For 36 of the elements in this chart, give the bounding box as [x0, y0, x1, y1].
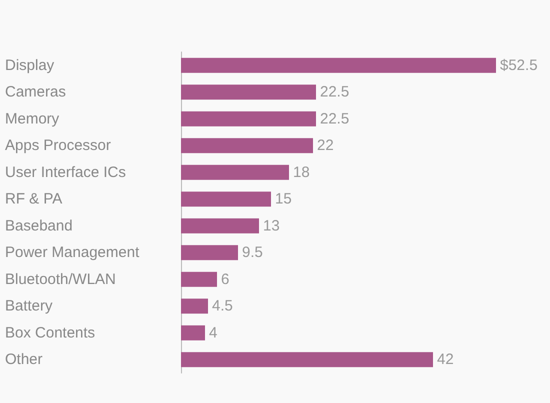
data-label: 4.5 — [212, 298, 233, 315]
y-tick-label: Cameras — [5, 84, 66, 101]
data-label: 22 — [317, 137, 334, 154]
bar — [181, 325, 205, 340]
data-label: 6 — [221, 270, 230, 288]
data-label: $52.5 — [500, 56, 538, 74]
y-tick-label: Other — [5, 351, 43, 368]
bar — [181, 138, 313, 154]
bar — [181, 245, 238, 260]
bar — [181, 352, 433, 368]
data-label: 18 — [293, 164, 310, 181]
y-tick-label: Power Management — [5, 244, 140, 262]
bar — [181, 84, 316, 100]
data-label: 22.5 — [320, 84, 350, 101]
data-label: 15 — [275, 190, 292, 208]
bar — [181, 58, 496, 73]
y-tick-label: Bluetooth/WLAN — [5, 270, 116, 288]
data-label: 42 — [437, 351, 454, 368]
y-tick-label: Battery — [5, 298, 54, 315]
y-tick-label: Memory — [5, 110, 60, 128]
bar — [181, 164, 289, 180]
data-label: 13 — [263, 217, 280, 234]
bar — [181, 298, 208, 314]
bar — [181, 192, 271, 207]
bar — [181, 272, 217, 287]
y-tick-label: Baseband — [5, 217, 73, 234]
data-label: 4 — [209, 324, 218, 342]
y-tick-label: RF & PA — [5, 190, 62, 208]
data-label: 9.5 — [242, 244, 263, 262]
bar — [181, 111, 316, 126]
y-tick-label: Display — [5, 56, 55, 74]
data-label: 22.5 — [320, 110, 350, 128]
y-tick-label: Apps Processor — [5, 137, 111, 154]
bar — [181, 218, 259, 234]
y-tick-label: User Interface ICs — [5, 164, 126, 181]
y-tick-label: Box Contents — [5, 324, 96, 342]
